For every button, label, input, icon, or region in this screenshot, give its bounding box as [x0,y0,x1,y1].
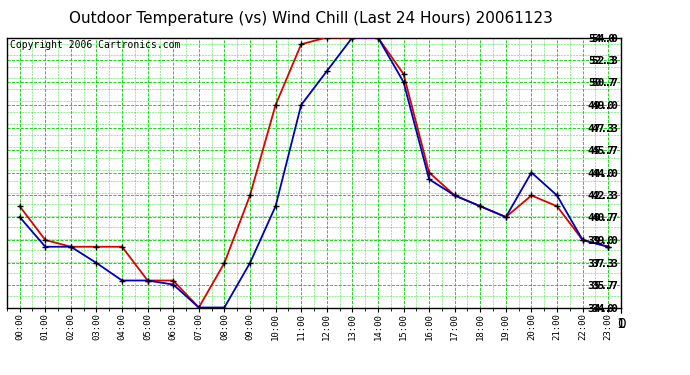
Text: Outdoor Temperature (vs) Wind Chill (Last 24 Hours) 20061123: Outdoor Temperature (vs) Wind Chill (Las… [68,11,553,26]
Text: Copyright 2006 Cartronics.com: Copyright 2006 Cartronics.com [10,40,180,50]
